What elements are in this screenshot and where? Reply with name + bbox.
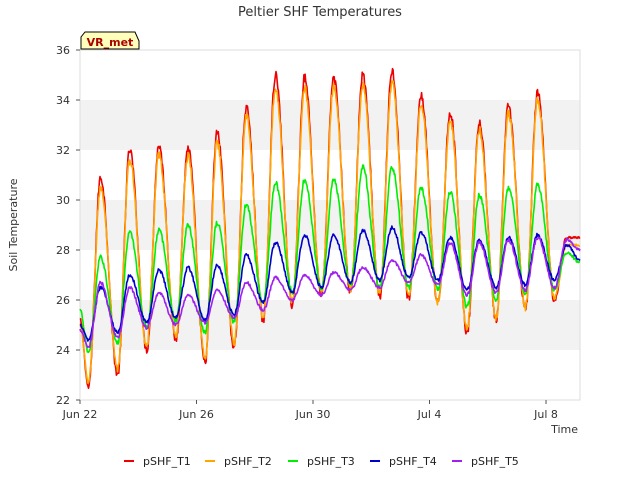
series-line	[79, 164, 581, 354]
annotation-label: VR_met	[87, 36, 134, 49]
y-tick-label: 24	[56, 344, 70, 357]
grid-bands	[80, 50, 580, 400]
annotation-badge: VR_met	[80, 31, 140, 50]
annotation-box	[80, 31, 140, 50]
series-line	[79, 236, 581, 349]
y-tick-label: 26	[56, 294, 70, 307]
y-tick-label: 28	[56, 244, 70, 257]
y-tick-label: 22	[56, 394, 70, 407]
x-tick-label: Jun 26	[178, 408, 214, 421]
series-line	[79, 80, 581, 384]
legend-label: pSHF_T1	[143, 455, 191, 468]
grid-band	[80, 350, 580, 400]
x-tick-label: Jul 4	[417, 408, 442, 421]
series-line	[79, 225, 581, 342]
legend: pSHF_T1 pSHF_T2 pSHF_T3 pSHF_T4 pSHF_T5	[124, 455, 519, 468]
y-tick-label: 30	[56, 194, 70, 207]
plot-frame	[79, 49, 581, 401]
chart-title: Peltier SHF Temperatures	[238, 5, 402, 20]
y-axis: 22 24 26 28 30 32 34 36	[56, 44, 80, 407]
x-axis: Jun 22 Jun 26 Jun 30 Jul 4 Jul 8	[62, 400, 558, 421]
x-tick-label: Jun 30	[295, 408, 331, 421]
x-tick-label: Jul 8	[533, 408, 558, 421]
y-tick-label: 34	[56, 94, 70, 107]
legend-label: pSHF_T4	[389, 455, 437, 468]
x-tick-label: Jun 22	[62, 408, 98, 421]
legend-label: pSHF_T2	[224, 455, 272, 468]
y-axis-label: Soil Temperature	[7, 178, 20, 271]
x-axis-label: Time	[550, 423, 578, 436]
y-tick-label: 36	[56, 44, 70, 57]
y-tick-label: 32	[56, 144, 70, 157]
grid-band	[80, 300, 580, 350]
legend-label: pSHF_T3	[307, 455, 355, 468]
series-layer	[79, 67, 581, 390]
legend-label: pSHF_T5	[471, 455, 519, 468]
grid-band	[80, 50, 580, 100]
